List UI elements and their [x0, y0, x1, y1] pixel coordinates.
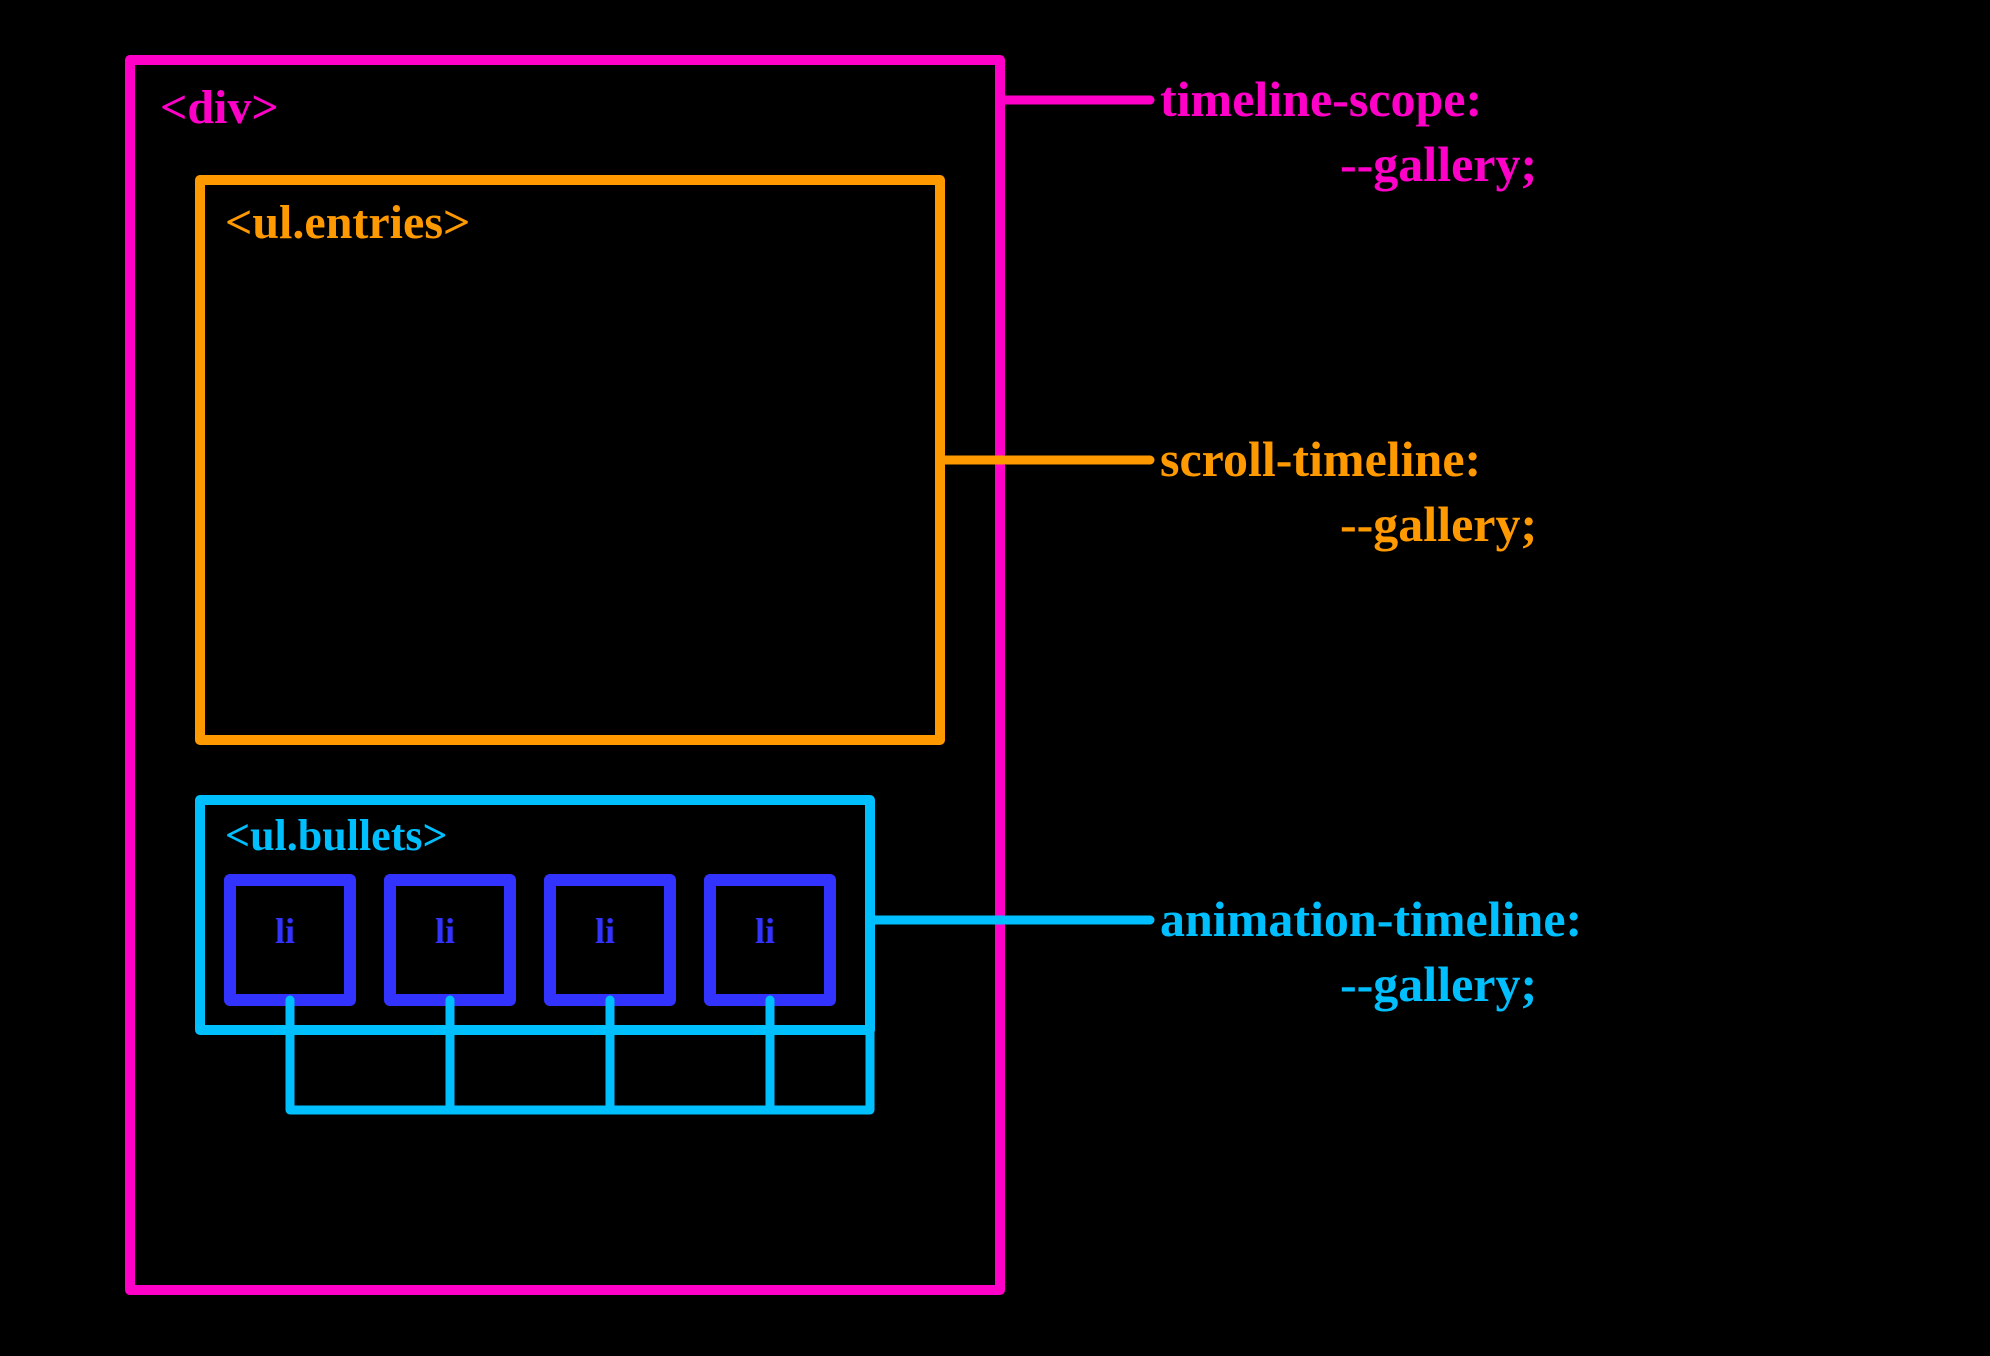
annotation-animation-timeline-line1: animation-timeline: — [1160, 890, 1582, 948]
bullets-label: <ul.bullets> — [225, 810, 448, 861]
entries-label: <ul.entries> — [225, 195, 470, 250]
li-label-1: li — [275, 910, 295, 952]
li-label-3: li — [595, 910, 615, 952]
li-label-2: li — [435, 910, 455, 952]
entries-box — [200, 180, 940, 740]
annotation-timeline-scope-line2: --gallery; — [1340, 135, 1537, 193]
connector-animation-timeline — [290, 920, 1150, 1110]
annotation-animation-timeline-line2: --gallery; — [1340, 955, 1537, 1013]
li-label-4: li — [755, 910, 775, 952]
outer-div-label: <div> — [160, 80, 279, 135]
annotation-scroll-timeline-line2: --gallery; — [1340, 495, 1537, 553]
annotation-timeline-scope-line1: timeline-scope: — [1160, 70, 1482, 128]
annotation-scroll-timeline-line1: scroll-timeline: — [1160, 430, 1481, 488]
